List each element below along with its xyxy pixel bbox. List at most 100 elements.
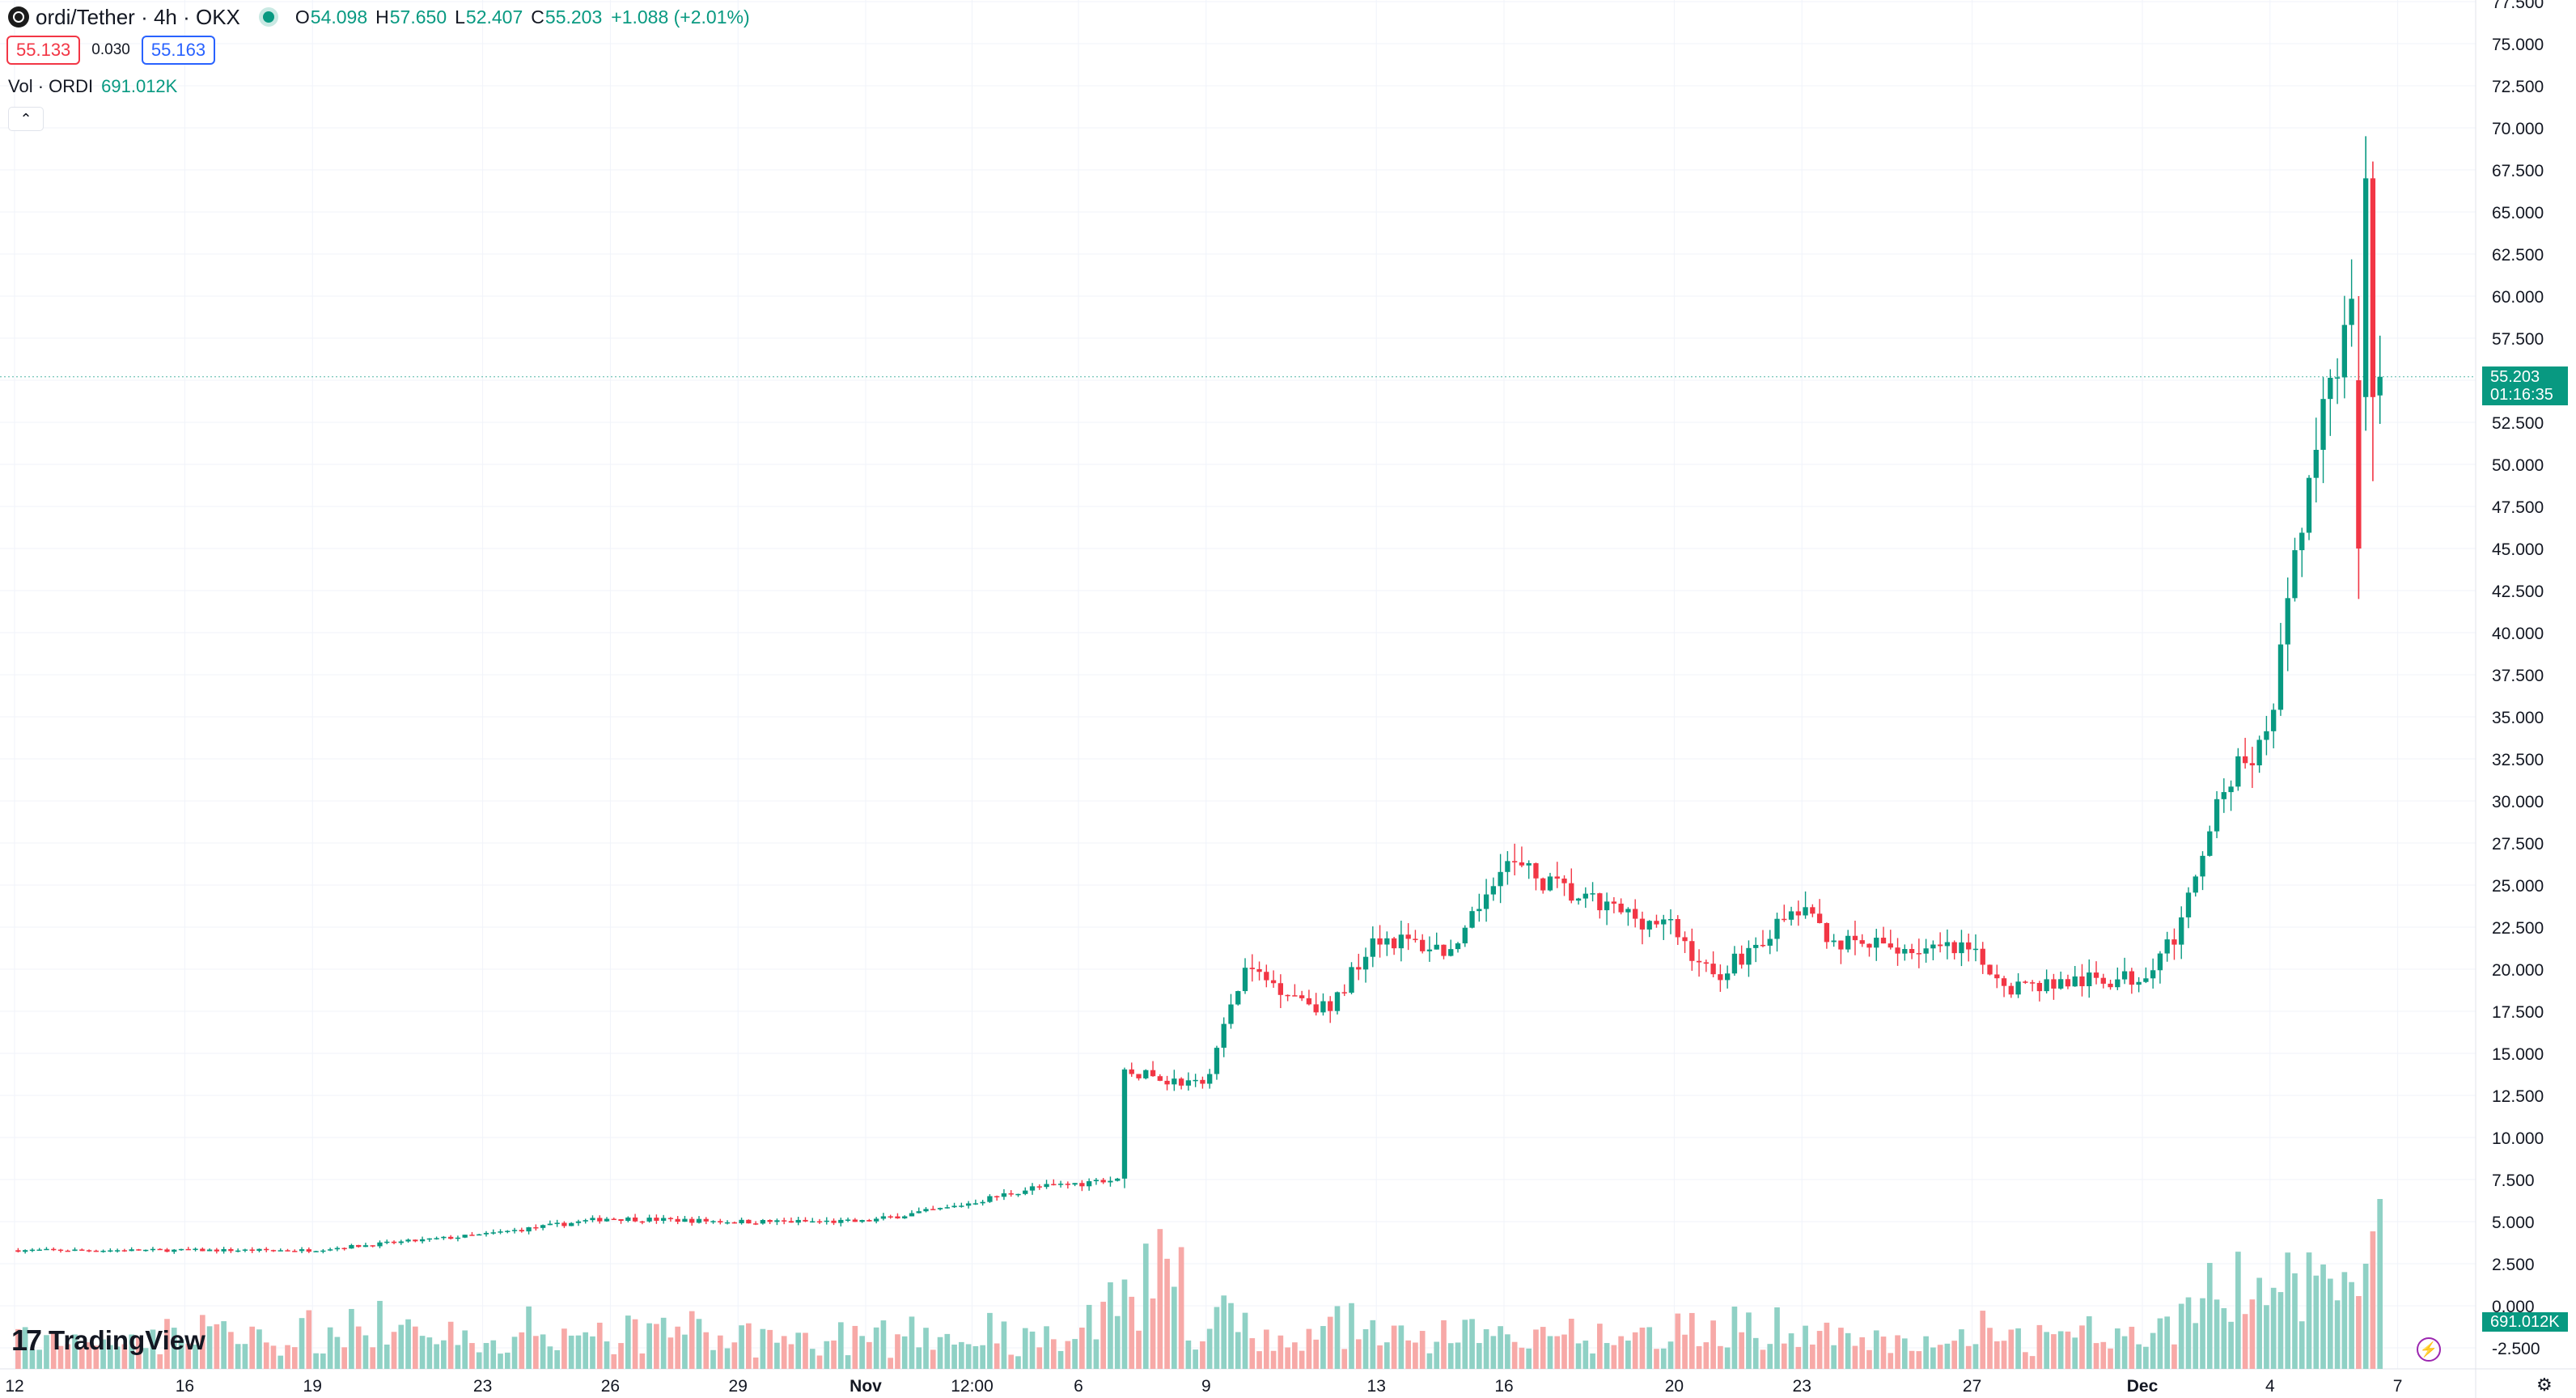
- candle-body: [1682, 937, 1688, 942]
- collapse-legend-button[interactable]: ⌃: [8, 107, 44, 131]
- volume-bar: [178, 1339, 184, 1369]
- candle-body: [15, 1250, 21, 1252]
- volume-bar: [1100, 1302, 1107, 1369]
- volume-bar: [916, 1347, 922, 1369]
- candle-body: [1895, 947, 1900, 954]
- candle-body: [1753, 944, 1759, 948]
- candle-body: [2228, 786, 2234, 793]
- price-axis-label: 22.500: [2492, 919, 2544, 938]
- price-axis-label: 70.000: [2492, 120, 2544, 138]
- candle-body: [1036, 1186, 1042, 1188]
- volume-bar: [2100, 1341, 2107, 1369]
- candle-body: [1207, 1074, 1213, 1084]
- volume-bar: [511, 1337, 518, 1369]
- volume-bar: [1660, 1348, 1667, 1369]
- candle-body: [143, 1249, 149, 1252]
- volume-legend[interactable]: Vol · ORDI 691.012K: [8, 76, 177, 97]
- volume-bar: [15, 1328, 21, 1369]
- candle-body: [256, 1248, 262, 1252]
- volume-bar: [2157, 1318, 2163, 1369]
- candle-body: [285, 1250, 290, 1252]
- candle-body: [1285, 994, 1290, 997]
- candle-body: [370, 1245, 375, 1247]
- market-open-dot-icon: [262, 11, 274, 23]
- volume-bar: [2036, 1324, 2043, 1369]
- volume-bar: [1171, 1286, 1177, 1369]
- candle-body: [1015, 1193, 1021, 1196]
- candle-body: [1264, 972, 1269, 981]
- candle-body: [2356, 380, 2362, 549]
- volume-bar: [327, 1327, 333, 1369]
- sell-price-button[interactable]: 55.133: [6, 36, 81, 65]
- candle-body: [1782, 918, 1787, 921]
- candle-body: [1242, 968, 1248, 992]
- candle-body: [483, 1232, 489, 1235]
- candle-body: [1277, 983, 1284, 995]
- candle-body: [2370, 178, 2376, 397]
- volume-bar: [1072, 1339, 1078, 1369]
- price-axis-label: 57.500: [2492, 330, 2544, 349]
- candle-body: [782, 1220, 787, 1222]
- candle-body: [1008, 1193, 1014, 1195]
- candle-body: [86, 1250, 92, 1252]
- volume-bar: [845, 1355, 851, 1369]
- volume-bar: [632, 1319, 638, 1369]
- volume-bar: [320, 1353, 326, 1369]
- volume-bar: [604, 1341, 610, 1369]
- tradingview-logo[interactable]: 17 TradingView: [11, 1324, 205, 1358]
- candle-body: [193, 1248, 198, 1251]
- volume-bar: [2341, 1272, 2348, 1369]
- candle-body: [1909, 949, 1915, 954]
- volume-bar: [1646, 1327, 1653, 1369]
- volume-bar: [1306, 1328, 1312, 1369]
- candle-body: [980, 1201, 985, 1204]
- candle-body: [859, 1220, 865, 1222]
- volume-bar: [1718, 1345, 1723, 1369]
- volume-bar: [816, 1355, 823, 1369]
- volume-bar: [2108, 1348, 2113, 1369]
- candle-body: [1086, 1181, 1092, 1187]
- candle-body: [1483, 894, 1489, 909]
- high-label: H: [375, 6, 389, 28]
- volume-bar: [2256, 1277, 2262, 1369]
- symbol-title[interactable]: ordi/Tether · 4h · OKX: [36, 4, 240, 29]
- time-axis-label: 23: [473, 1377, 492, 1396]
- volume-bar: [1200, 1341, 1205, 1369]
- volume-bar: [660, 1317, 667, 1369]
- candle-body: [1760, 944, 1766, 947]
- candle-body: [1767, 938, 1773, 946]
- gear-icon[interactable]: ⚙: [2536, 1375, 2553, 1395]
- volume-bar: [2356, 1296, 2362, 1369]
- candle-body: [2108, 983, 2113, 988]
- volume-bar: [611, 1354, 617, 1369]
- tradingview-logo-icon: 17: [11, 1324, 42, 1357]
- buy-price-button[interactable]: 55.163: [141, 36, 216, 65]
- volume-bar: [355, 1326, 362, 1369]
- volume-bar: [1214, 1307, 1220, 1369]
- lightning-icon[interactable]: ⚡: [2417, 1337, 2441, 1362]
- volume-bar: [1320, 1326, 1326, 1369]
- price-axis-label: 12.500: [2492, 1087, 2544, 1106]
- volume-bar: [22, 1327, 28, 1369]
- volume-bar: [398, 1324, 405, 1369]
- volume-bar: [1256, 1351, 1262, 1369]
- volume-bar: [2121, 1336, 2128, 1369]
- candle-body: [270, 1250, 277, 1252]
- candle-body: [1029, 1186, 1036, 1191]
- open-label: O: [294, 6, 310, 28]
- time-axis-label: 9: [1201, 1377, 1211, 1396]
- volume-bar: [1299, 1350, 1305, 1369]
- price-axis-label: 32.500: [2492, 751, 2544, 769]
- candle-body: [1178, 1078, 1184, 1086]
- volume-bar: [1050, 1339, 1057, 1369]
- candle-body: [2100, 977, 2106, 984]
- price-axis-label: 0.000: [2492, 1298, 2535, 1316]
- candle-body: [356, 1244, 362, 1248]
- candle-body: [1065, 1184, 1071, 1185]
- time-axis-label: 19: [303, 1377, 322, 1396]
- candle-body: [2136, 981, 2142, 985]
- volume-bar: [667, 1337, 674, 1369]
- volume-bar: [242, 1344, 248, 1369]
- volume-bar: [405, 1319, 411, 1369]
